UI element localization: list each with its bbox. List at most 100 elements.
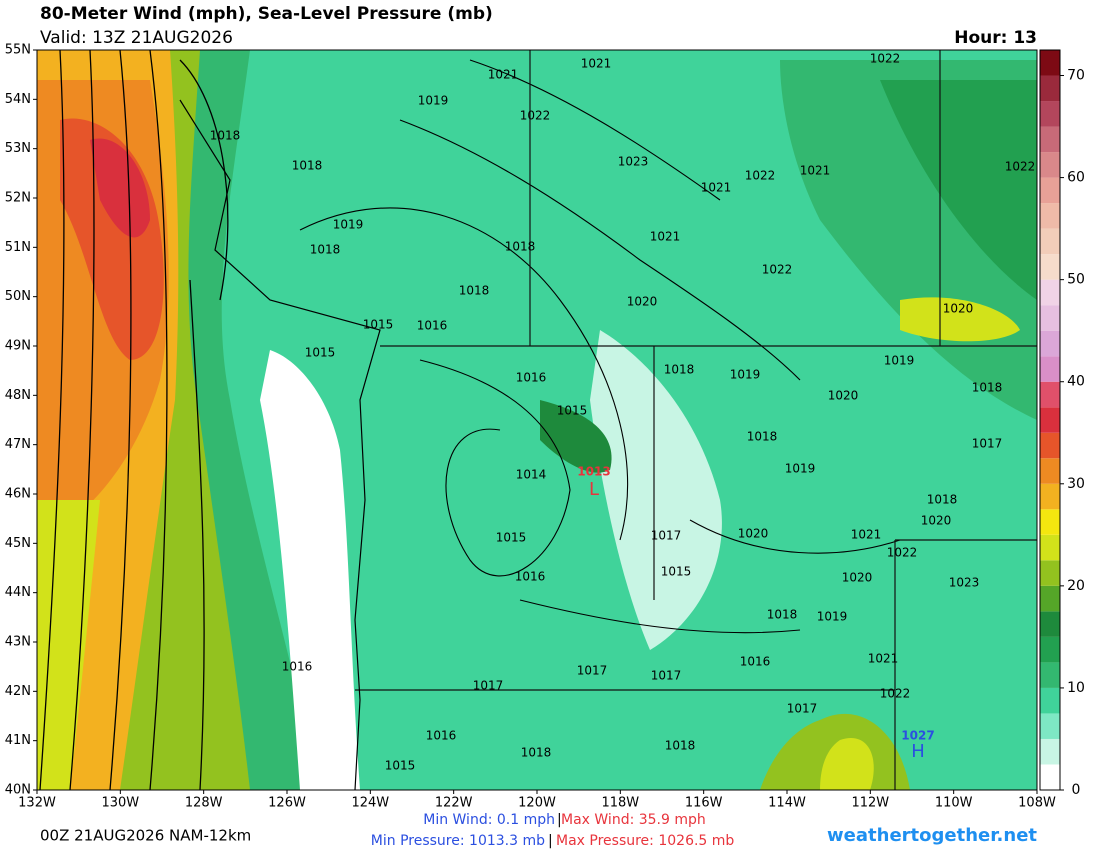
lon-label: 124W bbox=[351, 796, 389, 811]
isobar-label: 1015 bbox=[363, 318, 394, 332]
isobar-label: 1018 bbox=[521, 746, 552, 760]
separator: | bbox=[557, 812, 562, 828]
isobar-label: 1017 bbox=[787, 702, 818, 716]
isobar-label: 1023 bbox=[618, 155, 649, 169]
colorbar-label: 30 bbox=[1067, 476, 1085, 492]
isobar-label: 1017 bbox=[577, 664, 608, 678]
isobar-label: 1020 bbox=[921, 514, 952, 528]
colorbar: 0 10 20 30 40 50 60 70 bbox=[1039, 49, 1085, 798]
colorbar-band bbox=[1040, 330, 1060, 357]
colorbar-label: 50 bbox=[1067, 272, 1085, 288]
lat-label: 47N bbox=[5, 437, 31, 452]
forecast-hour: Hour: 13 bbox=[954, 28, 1037, 48]
isobar-label: 1020 bbox=[943, 302, 974, 316]
lat-label: 44N bbox=[5, 585, 31, 600]
isobar-label: 1015 bbox=[305, 346, 336, 360]
max-pressure: Max Pressure: 1026.5 mb bbox=[556, 833, 734, 849]
lon-label: 126W bbox=[268, 796, 306, 811]
isobar-label: 1020 bbox=[828, 389, 859, 403]
isobar-label: 1018 bbox=[665, 739, 696, 753]
isobar-label: 1016 bbox=[740, 655, 771, 669]
isobar-label: 1022 bbox=[745, 169, 776, 183]
isobar-label: 1022 bbox=[887, 546, 918, 560]
isobar-label: 1017 bbox=[651, 669, 682, 683]
lon-label: 122W bbox=[435, 796, 473, 811]
colorbar-label: 0 bbox=[1072, 782, 1081, 798]
valid-time: Valid: 13Z 21AUG2026 bbox=[40, 28, 233, 48]
colorbar-label: 20 bbox=[1067, 578, 1085, 594]
colorbar-band bbox=[1040, 662, 1060, 688]
isobar-label: 1016 bbox=[417, 319, 448, 333]
colorbar-band bbox=[1040, 75, 1060, 102]
isobar-label: 1018 bbox=[292, 159, 323, 173]
lon-label: 128W bbox=[185, 796, 223, 811]
isobar-label: 1018 bbox=[505, 240, 536, 254]
isobar-label: 1018 bbox=[927, 493, 958, 507]
lon-label: 130W bbox=[101, 796, 139, 811]
lat-label: 51N bbox=[5, 240, 31, 255]
colorbar-label: 40 bbox=[1067, 374, 1085, 390]
colorbar-band bbox=[1040, 254, 1060, 280]
high-pressure-value: 1027 bbox=[901, 729, 934, 743]
isobar-label: 1019 bbox=[730, 368, 761, 382]
colorbar-band bbox=[1040, 126, 1060, 153]
colorbar-band bbox=[1040, 509, 1060, 535]
isobar-label: 1021 bbox=[851, 528, 882, 542]
lat-label: 52N bbox=[5, 191, 31, 206]
lon-label: 110W bbox=[935, 796, 973, 811]
separator: | bbox=[548, 833, 553, 849]
isobar-label: 1017 bbox=[651, 529, 682, 543]
isobar-label: 1016 bbox=[515, 570, 546, 584]
low-pressure-value: 1013 bbox=[577, 465, 610, 479]
isobar-label: 1018 bbox=[210, 129, 241, 143]
isobar-label: 1021 bbox=[701, 181, 732, 195]
isobar-label: 1020 bbox=[842, 571, 873, 585]
isobar-label: 1019 bbox=[785, 462, 816, 476]
lat-label: 41N bbox=[5, 733, 31, 748]
isobar-label: 1018 bbox=[972, 381, 1003, 395]
colorbar-band bbox=[1040, 279, 1060, 306]
colorbar-band bbox=[1040, 432, 1060, 459]
isobar-label: 1018 bbox=[664, 363, 695, 377]
isobar-label: 1021 bbox=[868, 652, 899, 666]
model-run: 00Z 21AUG2026 NAM-12km bbox=[40, 827, 251, 845]
site-link[interactable]: weathertogether.net bbox=[827, 825, 1037, 846]
isobar-label: 1015 bbox=[496, 531, 527, 545]
isobar-label: 1016 bbox=[426, 729, 457, 743]
map-field bbox=[37, 50, 1037, 790]
colorbar-band bbox=[1040, 560, 1060, 586]
isobar-label: 1018 bbox=[767, 608, 798, 622]
lat-label: 45N bbox=[5, 536, 31, 551]
colorbar-band bbox=[1040, 611, 1060, 637]
isobar-label: 1015 bbox=[557, 404, 588, 418]
isobar-label: 1020 bbox=[627, 295, 658, 309]
colorbar-band bbox=[1040, 228, 1060, 255]
colorbar-band bbox=[1040, 203, 1060, 229]
isobar-label: 1023 bbox=[949, 576, 980, 590]
lat-label: 54N bbox=[5, 92, 31, 107]
isobar-label: 1022 bbox=[520, 109, 551, 123]
isobar-label: 1016 bbox=[516, 371, 547, 385]
colorbar-label: 70 bbox=[1067, 68, 1085, 84]
lat-label: 49N bbox=[5, 339, 31, 354]
colorbar-frame bbox=[1039, 49, 1061, 791]
colorbar-band bbox=[1040, 381, 1060, 408]
isobar-label: 1018 bbox=[310, 243, 341, 257]
colorbar-band bbox=[1040, 101, 1060, 127]
lat-label: 42N bbox=[5, 684, 31, 699]
colorbar-band bbox=[1040, 687, 1060, 714]
isobar-label: 1021 bbox=[650, 230, 681, 244]
isobar-label: 1018 bbox=[747, 430, 778, 444]
isobar-label: 1018 bbox=[459, 284, 490, 298]
min-pressure: Min Pressure: 1013.3 mb bbox=[371, 833, 545, 849]
isobar-label: 1022 bbox=[880, 687, 911, 701]
colorbar-band bbox=[1040, 738, 1060, 765]
lon-label: 118W bbox=[601, 796, 639, 811]
colorbar-band bbox=[1040, 636, 1060, 663]
lon-label: 112W bbox=[851, 796, 889, 811]
lon-label: 132W bbox=[18, 796, 56, 811]
colorbar-band bbox=[1040, 483, 1060, 510]
colorbar-band bbox=[1040, 152, 1060, 178]
lon-label: 116W bbox=[685, 796, 723, 811]
lon-label: 120W bbox=[518, 796, 556, 811]
